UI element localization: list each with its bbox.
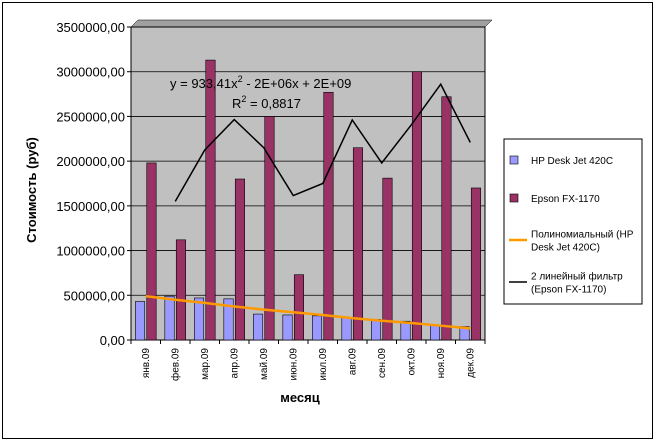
trendline-equation: y = 933,41x2 - 2E+06x + 2E+09 [170,74,351,91]
x-tick-label: янв.09 [141,348,152,379]
x-tick-label: апр.09 [229,348,240,379]
x-tick-label: ноя.09 [436,348,447,379]
bar-hp [371,319,382,341]
x-axis-title: месяц [280,390,319,405]
bar-hp [312,315,323,341]
bar-hp [223,298,234,341]
y-tick-label: 500000,00 [64,288,125,303]
bar-hp [430,325,441,341]
bar-hp [400,320,411,341]
x-tick-label: окт.09 [406,348,417,376]
bar-epson [293,274,304,341]
y-tick-label: 2000000,00 [56,154,125,169]
legend-entry-moving-average-label: (Epson FX-1170) [531,285,606,296]
plot-top-wall [130,19,493,28]
y-tick-label: 1500000,00 [56,199,125,214]
legend-entry-epson-label: Epson FX-1170 [531,194,600,205]
y-tick-label: 2500000,00 [56,109,125,124]
x-tick-label: дек.09 [465,348,476,378]
y-tick-label: 3500000,00 [56,20,125,35]
bar-hp [194,297,205,341]
legend-entry-polynomial-label: Desk Jet 420C) [531,243,600,254]
bar-epson [205,59,216,341]
plot-area [130,26,486,341]
x-tick-label: авг.09 [347,348,358,376]
bar-hp [282,314,293,341]
legend: HP Desk Jet 420C Epson FX-1170 Полиномиаль… [503,138,643,305]
polynomial-trendline [145,294,471,330]
bar-hp [135,301,146,341]
bar-epson [146,162,157,341]
bar-epson [470,187,481,341]
x-tick-label: июн.09 [288,348,299,381]
bar-epson [411,71,422,341]
trendline-r-squared: R2 = 0,8817 [232,94,301,111]
bar-epson [323,91,334,341]
bar-epson [441,96,452,341]
y-tick-label: 3000000,00 [56,65,125,80]
bar-epson [175,239,186,341]
legend-entry-polynomial-label: Полиномиальный (HP [531,230,634,241]
legend-entry-hp-swatch [509,155,519,165]
x-tick-label: фев.09 [169,348,181,381]
bar-hp [253,313,264,341]
legend-entry-moving-average-label: 2 линейный фильтр [531,271,623,283]
x-tick-label: мар.09 [200,348,211,380]
moving-average-line [174,82,471,202]
x-tick-label: май.09 [259,348,270,380]
bar-hp [459,326,470,341]
bar-epson [264,116,275,341]
bar-epson [352,147,363,341]
x-tick-label: июл.09 [318,348,329,381]
y-tick-label: 1000000,00 [56,244,125,259]
x-tick-label: сен.09 [377,348,388,378]
bar-hp [341,317,352,341]
legend-entry-hp-label: HP Desk Jet 420C [531,156,613,167]
y-tick-label: 0,00 [100,333,125,348]
y-axis-title: Стоимость (руб) [24,137,39,243]
legend-box [503,138,643,305]
legend-entry-epson-swatch [509,193,519,203]
bar-epson [234,178,245,341]
bar-hp [164,295,175,341]
bar-epson [382,177,393,341]
